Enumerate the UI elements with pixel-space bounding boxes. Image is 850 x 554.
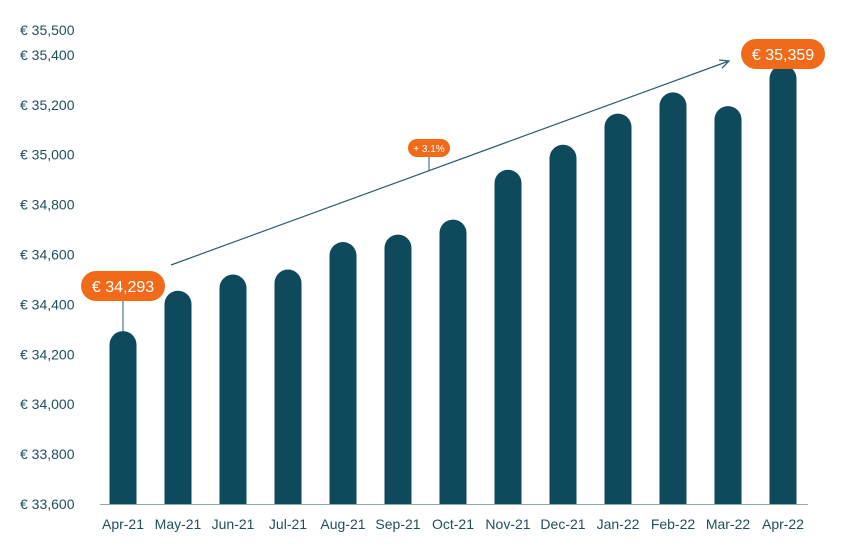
end-callout-badge [741,39,825,69]
bar [659,92,687,505]
x-tick-label: Sep-21 [375,516,420,532]
y-tick-label: € 34,000 [20,396,75,412]
x-tick-label: Oct-21 [432,516,474,532]
x-tick-label: Feb-22 [651,516,696,532]
bar [549,144,577,505]
x-tick-label: Nov-21 [485,516,530,532]
y-tick-label: € 33,800 [20,446,75,462]
y-tick-label: € 34,200 [20,346,75,362]
x-tick-label: Jul-21 [269,516,307,532]
bar [164,290,192,504]
bar [439,219,467,505]
y-tick-label: € 35,200 [20,97,75,113]
bar [109,331,137,504]
y-tick-label: € 35,000 [20,147,75,163]
x-tick-label: Jan-22 [597,516,640,532]
end-callout-label: € 35,359 [752,47,814,64]
x-tick-label: Jun-21 [212,516,255,532]
bar [494,169,522,504]
start-callout-label: € 34,293 [92,279,154,296]
x-tick-label: Dec-21 [540,516,585,532]
y-tick-label: € 34,400 [20,296,75,312]
y-tick-label: € 35,500 [20,22,75,38]
growth-badge [408,139,450,157]
x-tick-label: Apr-21 [102,516,144,532]
bar [604,113,632,505]
x-tick-label: Mar-22 [706,516,751,532]
bar [274,269,302,504]
trend-arrow-line [170,60,730,266]
start-callout-badge [81,271,165,301]
y-tick-label: € 35,400 [20,47,75,63]
y-tick-label: € 34,600 [20,247,75,263]
y-tick-label: € 33,600 [20,496,75,512]
growth-badge-label: + 3.1% [413,144,445,155]
x-tick-label: May-21 [155,516,202,532]
bar [769,65,797,505]
trend-arrow-head [718,59,731,69]
x-tick-label: Aug-21 [320,516,365,532]
bar [384,234,412,504]
y-tick-label: € 34,800 [20,197,75,213]
bar [714,106,742,504]
x-tick-label: Apr-22 [762,516,804,532]
bar [219,274,247,504]
bar [329,242,357,504]
